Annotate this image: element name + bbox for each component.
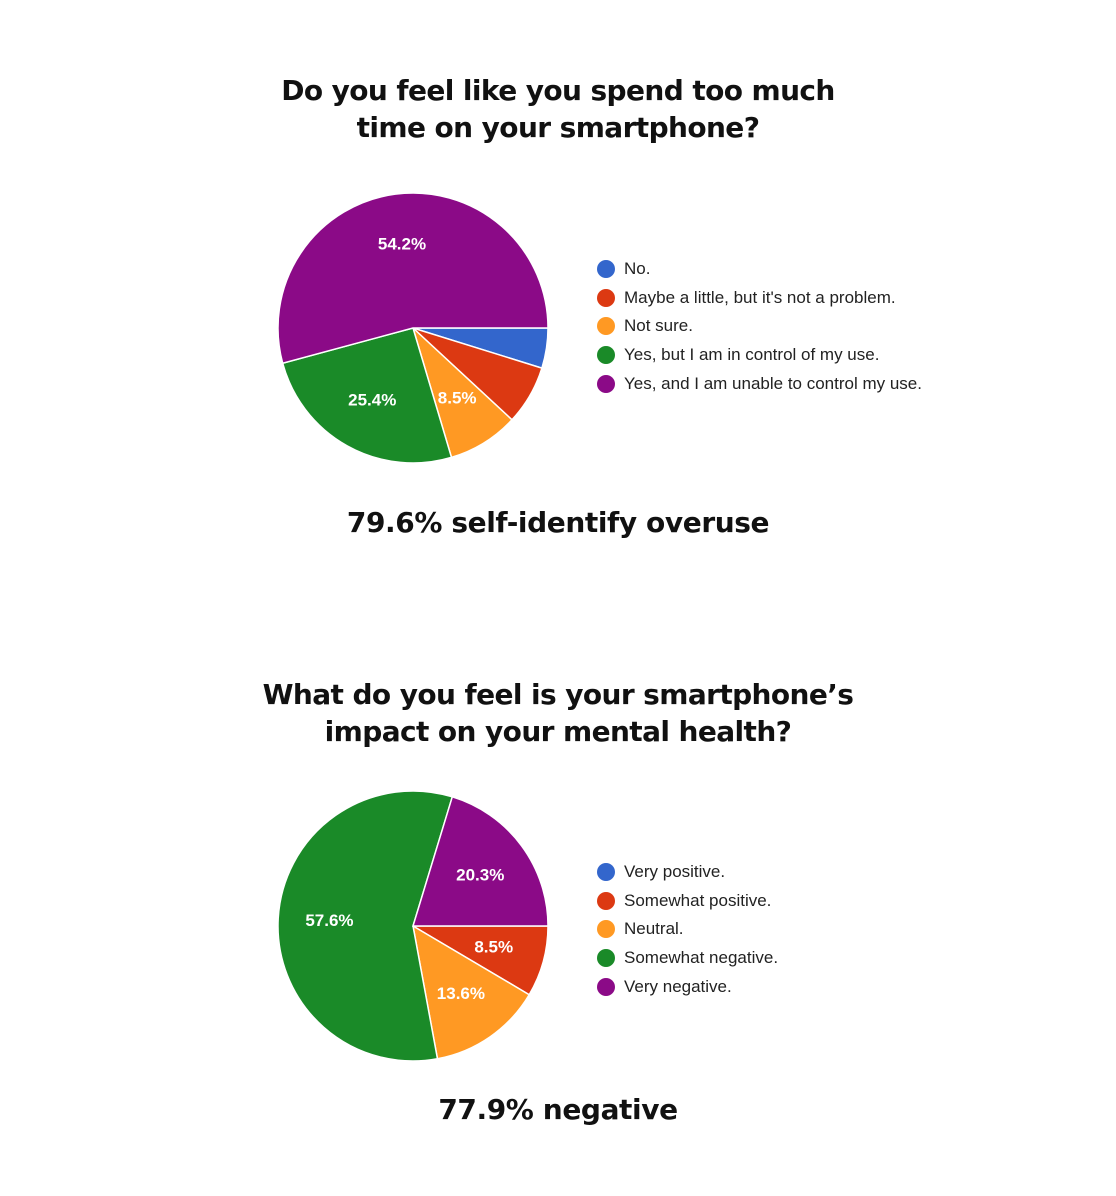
legend-item: Very positive.	[597, 858, 778, 887]
pie-data-label: 57.6%	[305, 911, 353, 930]
chart-title-line-2: time on your smartphone?	[356, 111, 760, 144]
chart-title-line-1: Do you feel like you spend too much	[281, 74, 835, 107]
chart-title: Do you feel like you spend too much time…	[0, 72, 1116, 146]
legend-item: Somewhat positive.	[597, 887, 778, 916]
legend-swatch	[597, 374, 615, 393]
legend-swatch	[597, 346, 615, 365]
pie-data-label: 13.6%	[437, 984, 485, 1003]
legend-item: Somewhat negative.	[597, 944, 778, 973]
pie-data-label: 8.5%	[474, 938, 513, 957]
chart-title-line-1: What do you feel is your smartphone’s	[262, 678, 854, 711]
legend-label: Somewhat positive.	[624, 890, 772, 910]
legend-label: Very negative.	[624, 976, 732, 996]
legend-item: Yes, but I am in control of my use.	[597, 341, 922, 370]
legend-swatch	[597, 920, 615, 939]
pie-data-label: 8.5%	[438, 389, 477, 408]
pie-slice	[411, 924, 531, 1060]
chart-title-line-2: impact on your mental health?	[324, 715, 792, 748]
legend-label: Not sure.	[624, 316, 693, 336]
legend-label: Maybe a little, but it's not a problem.	[624, 287, 896, 307]
chart-summary: 77.9% negative	[438, 1093, 678, 1126]
legend-swatch	[597, 260, 615, 279]
pie-chart: 8.5% 25.4% 54.2%	[277, 192, 549, 464]
pie-slice	[411, 795, 549, 927]
legend-label: Neutral.	[624, 919, 684, 939]
pie-slice	[281, 327, 453, 464]
legend-label: Very positive.	[624, 862, 726, 882]
legend-label: Yes, but I am in control of my use.	[624, 345, 880, 365]
legend-swatch	[597, 863, 615, 882]
legend-swatch	[597, 317, 615, 336]
legend-swatch	[597, 288, 615, 307]
legend-item: Not sure.	[597, 312, 922, 341]
legend-label: Somewhat negative.	[624, 948, 779, 968]
chart-summary: 79.6% self-identify overuse	[346, 506, 770, 539]
pie-chart: 8.5% 13.6% 57.6% 20.3%	[277, 790, 549, 1062]
legend-item: Neutral.	[597, 915, 778, 944]
chart-legend: Very positive. Somewhat positive. Neutra…	[597, 858, 778, 1001]
pie-slice	[277, 790, 454, 1062]
legend-item: No.	[597, 255, 922, 284]
legend-item: Maybe a little, but it's not a problem.	[597, 284, 922, 313]
legend-swatch	[597, 977, 615, 996]
chart-title: What do you feel is your smartphone’s im…	[0, 676, 1116, 750]
pie-data-label: 20.3%	[456, 866, 504, 885]
pie-data-label: 25.4%	[348, 391, 396, 410]
legend-item: Yes, and I am unable to control my use.	[597, 369, 922, 398]
legend-swatch	[597, 949, 615, 968]
chart-legend: No. Maybe a little, but it's not a probl…	[597, 255, 922, 398]
legend-swatch	[597, 891, 615, 910]
legend-label: Yes, and I am unable to control my use.	[624, 373, 922, 393]
pie-data-label: 54.2%	[378, 235, 426, 254]
legend-item: Very negative.	[597, 972, 778, 1001]
pie-slice	[277, 192, 549, 365]
legend-label: No.	[624, 259, 651, 279]
